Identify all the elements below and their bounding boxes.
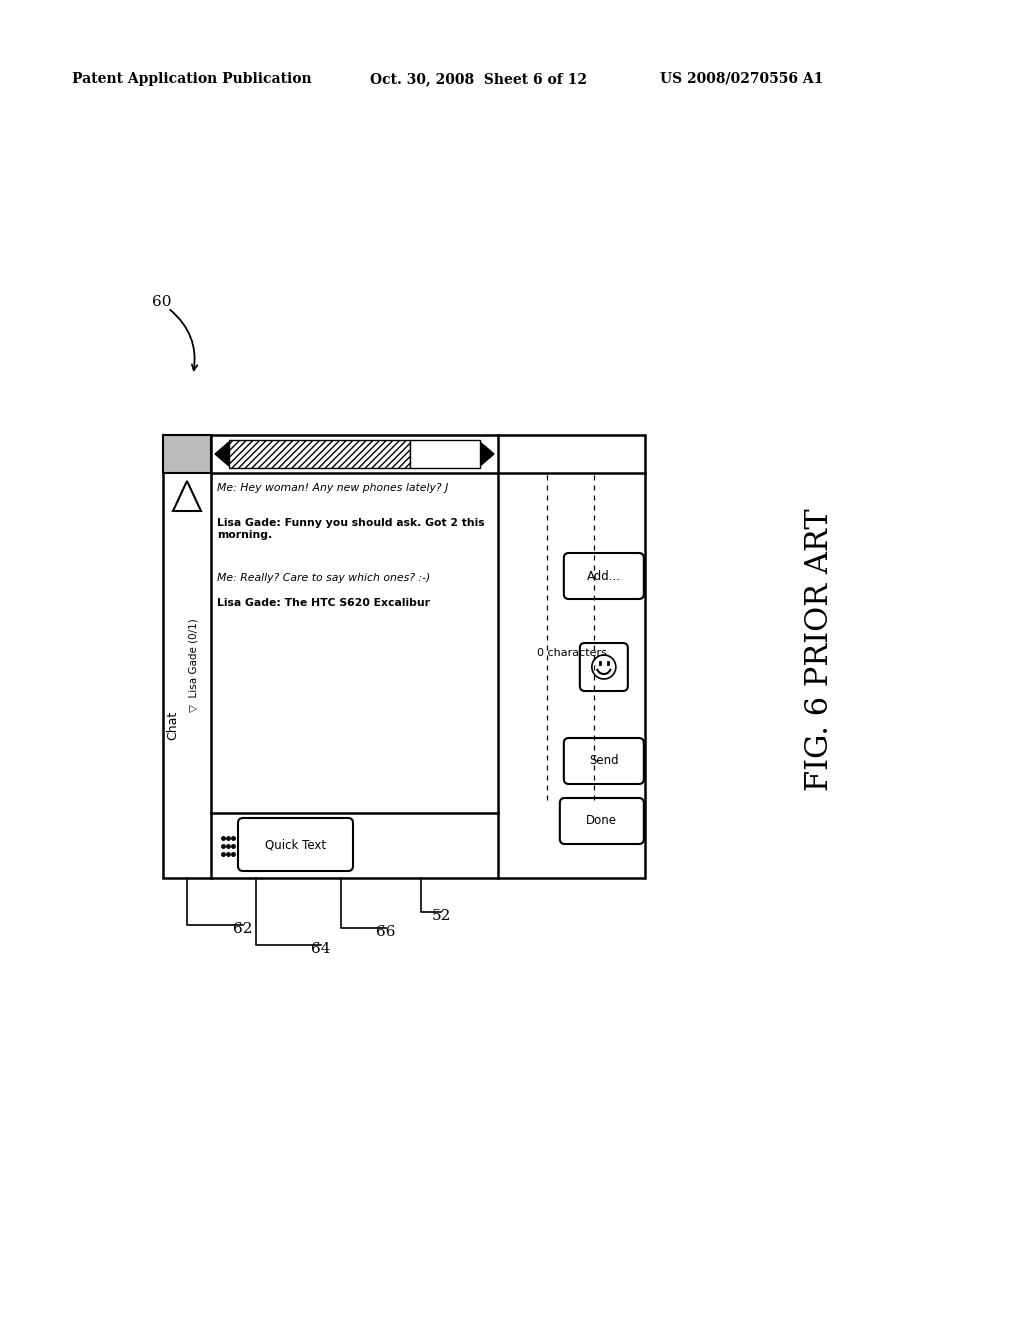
Text: 52: 52	[431, 909, 451, 923]
Bar	[229, 440, 410, 469]
Text: 0 characters: 0 characters	[537, 648, 606, 657]
Bar	[410, 440, 480, 469]
Text: ▽  Lisa Gade (0/1): ▽ Lisa Gade (0/1)	[189, 619, 199, 713]
Text: Lisa Gade: Funny you should ask. Got 2 this
morning.: Lisa Gade: Funny you should ask. Got 2 t…	[217, 517, 484, 540]
Text: 60: 60	[152, 294, 171, 309]
Polygon shape	[173, 480, 201, 511]
Text: 66: 66	[376, 925, 395, 939]
Polygon shape	[215, 442, 229, 466]
Text: Chat: Chat	[167, 711, 179, 741]
Text: Add...: Add...	[587, 569, 621, 582]
FancyBboxPatch shape	[564, 553, 644, 599]
Polygon shape	[480, 442, 494, 466]
FancyBboxPatch shape	[560, 799, 644, 843]
Text: Oct. 30, 2008  Sheet 6 of 12: Oct. 30, 2008 Sheet 6 of 12	[370, 73, 587, 86]
Text: 62: 62	[233, 921, 253, 936]
FancyBboxPatch shape	[564, 738, 644, 784]
Text: Done: Done	[587, 814, 617, 828]
Text: FIG. 6 PRIOR ART: FIG. 6 PRIOR ART	[805, 508, 836, 791]
Text: Lisa Gade: The HTC S620 Excalibur: Lisa Gade: The HTC S620 Excalibur	[217, 598, 430, 609]
Text: 64: 64	[311, 942, 331, 956]
Text: Me: Really? Care to say which ones? :-): Me: Really? Care to say which ones? :-)	[217, 573, 430, 583]
Text: Quick Text: Quick Text	[265, 838, 326, 851]
Text: Send: Send	[589, 755, 618, 767]
Bar	[163, 436, 645, 878]
FancyBboxPatch shape	[238, 818, 353, 871]
Circle shape	[592, 655, 615, 678]
Bar	[163, 436, 211, 473]
Text: Me: Hey woman! Any new phones lately? J: Me: Hey woman! Any new phones lately? J	[217, 483, 449, 492]
Text: Patent Application Publication: Patent Application Publication	[72, 73, 311, 86]
FancyBboxPatch shape	[580, 643, 628, 690]
Text: US 2008/0270556 A1: US 2008/0270556 A1	[660, 73, 823, 86]
